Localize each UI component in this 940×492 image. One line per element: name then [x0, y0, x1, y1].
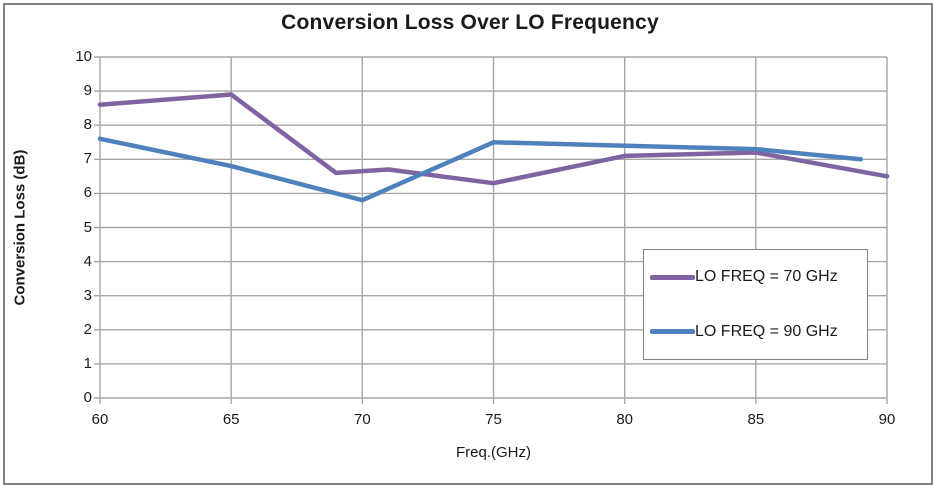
- y-tick-label: 7: [83, 150, 92, 168]
- legend-swatch-series-2: [650, 329, 695, 335]
- x-tick-label: 90: [878, 411, 896, 428]
- y-tick-label: 0: [83, 389, 92, 406]
- y-tick-label: 1: [83, 354, 92, 372]
- legend: LO FREQ = 70 GHz LO FREQ = 90 GHz: [643, 249, 868, 360]
- y-tick-label: 4: [83, 252, 92, 270]
- x-tick-label: 80: [616, 411, 633, 428]
- legend-label-series-1: LO FREQ = 70 GHz: [695, 268, 838, 286]
- y-tick-label: 6: [83, 184, 92, 202]
- legend-label-series-2: LO FREQ = 90 GHz: [695, 322, 838, 340]
- y-tick-label: 9: [83, 82, 92, 100]
- y-tick-label: 3: [83, 286, 92, 304]
- legend-entry: LO FREQ = 90 GHz: [644, 323, 867, 341]
- x-tick-label: 65: [222, 411, 240, 428]
- y-axis-title: Conversion Loss (dB): [11, 149, 29, 306]
- chart-title: Conversion Loss Over LO Frequency: [281, 11, 659, 34]
- y-tick-label: 2: [83, 320, 92, 338]
- x-tick-label: 70: [353, 411, 371, 428]
- y-tick-label: 5: [83, 218, 92, 236]
- x-tick-label: 85: [747, 411, 765, 428]
- x-tick-label: 60: [91, 411, 109, 428]
- x-tick-label: 75: [485, 411, 502, 428]
- y-tick-label: 8: [83, 116, 92, 134]
- legend-entry: LO FREQ = 70 GHz: [644, 268, 867, 286]
- legend-swatch-series-1: [650, 274, 695, 280]
- x-axis-title: Freq.(GHz): [456, 444, 531, 461]
- y-tick-label: 10: [75, 48, 92, 65]
